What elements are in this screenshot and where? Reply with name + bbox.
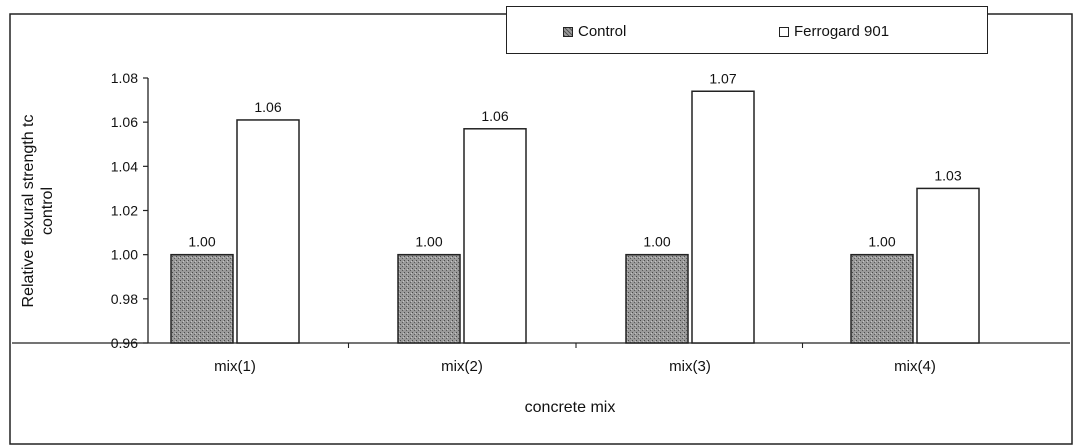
bar-ferrogard [236, 119, 300, 344]
legend-swatch-control [563, 26, 573, 37]
y-tick-label: 1.04 [111, 158, 138, 174]
x-tick-label: mix(1) [214, 358, 256, 375]
data-label: 1.06 [481, 108, 508, 124]
bar-control [170, 253, 234, 344]
legend-item-ferrogard: Ferrogard 901 [779, 23, 889, 40]
legend-label-control: Control [578, 23, 627, 40]
legend-swatch-ferrogard [779, 26, 789, 37]
y-axis-title-line-2: control [39, 187, 56, 235]
x-tick-label: mix(4) [894, 358, 936, 375]
data-label: 1.00 [188, 234, 215, 250]
y-tick-label: 1.08 [111, 70, 138, 86]
bar-control [625, 253, 689, 344]
bar-ferrogard [916, 187, 980, 344]
chart-border [9, 13, 1073, 445]
data-label: 1.00 [643, 234, 670, 250]
bar-ferrogard [691, 90, 755, 344]
data-label: 1.06 [254, 99, 281, 115]
x-tick-label: mix(3) [669, 358, 711, 375]
bar-ferrogard [463, 128, 527, 344]
x-axis-title: concrete mix [525, 399, 616, 416]
bar-control [850, 253, 914, 344]
y-axis-title-line-1: Relative flexural strength tc [20, 115, 37, 308]
data-label: 1.00 [868, 234, 895, 250]
data-label: 1.07 [709, 70, 736, 86]
x-tick-label: mix(2) [441, 358, 483, 375]
legend-item-control: Control [563, 23, 626, 40]
y-tick-label: 0.98 [111, 291, 138, 307]
y-tick-label: 1.00 [111, 247, 138, 263]
legend-label-ferrogard: Ferrogard 901 [794, 23, 890, 40]
bar-control [397, 253, 461, 344]
legend: Control Ferrogard 901 [506, 6, 988, 54]
y-tick-label: 1.02 [111, 203, 138, 219]
y-tick-label: 0.96 [111, 335, 138, 351]
data-label: 1.00 [415, 234, 442, 250]
data-label: 1.03 [934, 167, 961, 183]
y-tick-label: 1.06 [111, 114, 138, 130]
